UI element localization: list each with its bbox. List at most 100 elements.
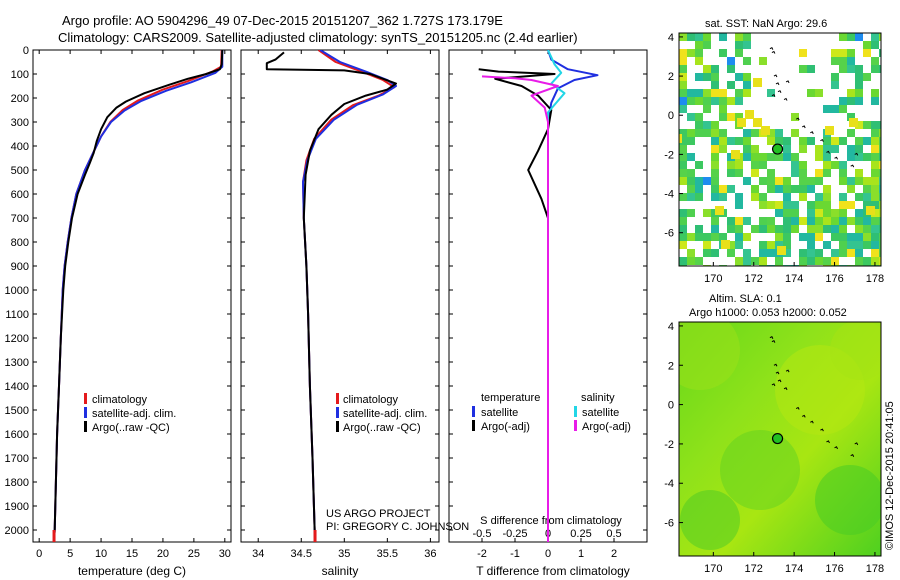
sst-cell	[695, 225, 703, 233]
sst-cell	[879, 145, 881, 153]
sst-cell	[879, 257, 881, 265]
sst-cell	[711, 129, 719, 137]
sst-cell	[863, 137, 871, 145]
sst-cell	[775, 201, 783, 209]
y-tick-label: 1500	[5, 405, 29, 417]
sst-cell	[871, 201, 879, 209]
x-tick-label: 0	[36, 548, 42, 560]
sst-cell	[863, 41, 871, 49]
sst-cell	[871, 57, 879, 65]
sst-cell	[695, 257, 703, 265]
sst-cell	[839, 209, 847, 217]
sst-cell	[847, 89, 855, 97]
sst-cell	[823, 169, 831, 177]
legend-label-temp-argo: Argo(-adj)	[481, 421, 530, 433]
sst-cell	[743, 249, 751, 257]
sst-cell	[839, 49, 847, 57]
sst-cell	[807, 217, 815, 225]
sst-cell	[791, 153, 799, 161]
sst-cell	[879, 241, 881, 249]
sst-cell	[737, 118, 746, 127]
sst-cell	[735, 169, 743, 177]
map-x-tick-label: 178	[866, 563, 884, 575]
coastline-segment	[801, 125, 806, 129]
sst-cell	[815, 257, 823, 265]
sst-cell	[839, 57, 847, 65]
sst-cell	[807, 89, 815, 97]
legend-swatch-climatology	[336, 393, 339, 404]
sst-cell	[679, 145, 687, 153]
legend-label-climatology: climatology	[92, 394, 148, 406]
sst-cell	[823, 145, 831, 153]
coastline-segment	[850, 164, 855, 168]
sst-cell	[863, 257, 871, 265]
map-y-tick-label: 4	[668, 321, 674, 333]
sst-cell	[687, 33, 695, 41]
legend-swatch-sal-satellite	[574, 406, 577, 417]
top-tick-label: 0.5	[606, 528, 621, 540]
sst-cell	[855, 209, 863, 217]
sst-cell	[791, 209, 799, 217]
sst-cell	[815, 217, 823, 225]
sst-cell	[687, 249, 695, 257]
coastline-segment	[820, 428, 824, 432]
sst-cell	[799, 257, 807, 265]
sst-cell	[855, 137, 863, 145]
coastline-segment	[777, 90, 782, 93]
sst-cell	[761, 126, 770, 135]
sst-cell	[759, 193, 767, 201]
top-tick-label: -0.5	[473, 528, 492, 540]
sst-cell	[687, 129, 695, 137]
sst-cell	[711, 217, 719, 225]
sst-cell	[783, 241, 791, 249]
sst-cell	[719, 129, 727, 137]
y-tick-label: 1400	[5, 381, 29, 393]
sst-cell	[727, 57, 735, 65]
sst-cell	[815, 153, 823, 161]
map-x-tick-label: 176	[825, 273, 843, 285]
sst-cell	[879, 137, 881, 145]
sla-blob	[680, 490, 740, 550]
x-tick-label: 20	[157, 548, 169, 560]
y-tick-label: 1600	[5, 429, 29, 441]
coastline-segment	[785, 369, 790, 373]
sst-cell	[767, 137, 775, 145]
sst-cell	[767, 185, 775, 193]
legend-swatch-satellite	[84, 407, 87, 418]
sst-cell	[871, 89, 879, 97]
y-tick-label: 100	[11, 69, 29, 81]
sst-cell	[719, 97, 727, 105]
x-tick-label: 35	[338, 548, 350, 560]
sst-cell	[735, 97, 743, 105]
sst-cell	[735, 193, 743, 201]
sst-cell	[695, 49, 703, 57]
sst-cell	[799, 217, 807, 225]
sst-cell	[767, 225, 775, 233]
sst-cell	[799, 49, 807, 57]
sst-cell	[679, 169, 687, 177]
sst-cell	[679, 257, 687, 265]
sst-cell	[703, 241, 711, 249]
sst-cell	[871, 241, 879, 249]
sst-cell	[879, 249, 881, 257]
coastline-segment	[810, 420, 814, 424]
coastline-segment	[771, 339, 776, 343]
sst-cell	[695, 233, 703, 241]
legend-label-climatology: climatology	[343, 394, 399, 406]
sst-cell	[791, 225, 799, 233]
sst-cell	[777, 246, 786, 255]
sst-cell	[879, 153, 881, 161]
sst-cell	[775, 177, 783, 185]
sst-cell	[839, 201, 847, 209]
sst-cell	[799, 177, 807, 185]
sst-cell	[863, 217, 871, 225]
sst-cell	[799, 249, 807, 257]
sst-cell	[815, 225, 823, 233]
credit-project: US ARGO PROJECT	[326, 508, 431, 520]
coastline-segment	[854, 442, 859, 446]
series-line	[53, 50, 224, 542]
sst-cell	[719, 33, 727, 41]
sst-cell	[879, 65, 881, 73]
sst-cell	[775, 257, 783, 265]
sst-cell	[679, 81, 687, 89]
